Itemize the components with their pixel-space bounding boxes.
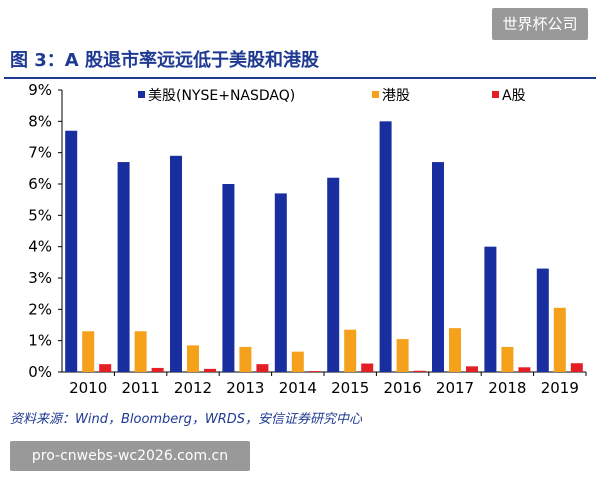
bar-us [274,193,287,372]
x-tick-label: 2014 [279,379,317,397]
bar-a-share [570,363,583,372]
bar-hk [134,331,147,372]
x-tick-label: 2018 [488,379,526,397]
bar-us [117,162,130,372]
bar-a-share [99,364,112,372]
bar-us [222,184,235,372]
figure-title: 图 3：A 股退市率远远低于美股和港股 [10,50,319,71]
y-tick-label: 9% [28,81,52,99]
bar-us [379,121,392,372]
bar-us [536,268,549,372]
legend-swatch [492,91,499,98]
x-tick-label: 2019 [541,379,579,397]
legend-swatch [372,91,379,98]
bar-hk [553,307,566,372]
x-tick-label: 2015 [331,379,369,397]
y-tick-label: 2% [28,300,52,318]
bar-hk [291,351,304,372]
x-tick-label: 2016 [384,379,422,397]
legend-swatch [138,91,145,98]
bar-us [484,246,497,372]
source-note: 资料来源：Wind，Bloomberg，WRDS，安信证券研究中心 [10,412,363,427]
x-tick-label: 2012 [174,379,212,397]
bar-a-share [361,363,374,372]
bar-a-share [466,366,478,372]
y-tick-label: 0% [28,363,52,381]
bar-hk [187,345,199,372]
y-tick-label: 6% [28,175,52,193]
y-tick-label: 1% [28,332,52,350]
bar-hk [449,328,461,372]
bar-a-share [151,367,164,372]
legend-label: 美股(NYSE+NASDAQ) [148,88,295,104]
bar-a-share [308,371,321,372]
bar-us [170,155,182,372]
legend-label: A股 [502,88,526,104]
bar-us [432,162,444,372]
bar-a-share [413,370,426,372]
x-tick-label: 2017 [436,379,474,397]
bar-a-share [518,367,531,372]
bar-chart: 0% 1% 2% 3% 4% 5% 6% 7% 8% 9% 2010 2011 2012 2013 2014… [28,81,587,397]
bar-us [327,177,340,372]
watermark-bottom: pro-cnwebs-wc2026.com.cn [10,441,250,471]
legend-label: 港股 [382,88,410,104]
y-tick-label: 4% [28,238,52,256]
x-tick-label: 2010 [69,379,107,397]
y-tick-label: 8% [28,112,52,130]
y-tick-label: 5% [28,206,52,224]
bar-hk [501,346,514,372]
bar-hk [239,346,252,372]
y-tick-label: 3% [28,269,52,287]
x-tick-label: 2011 [122,379,160,397]
bar-hk [82,331,95,372]
title-rule [4,77,596,79]
bar-hk [396,339,409,372]
bar-us [65,130,78,372]
bar-a-share [256,364,269,372]
x-tick-label: 2013 [226,379,264,397]
watermark-top: 世界杯公司 [492,8,588,40]
bar-hk [344,329,357,372]
y-tick-label: 7% [28,144,52,162]
bar-a-share [204,368,216,372]
